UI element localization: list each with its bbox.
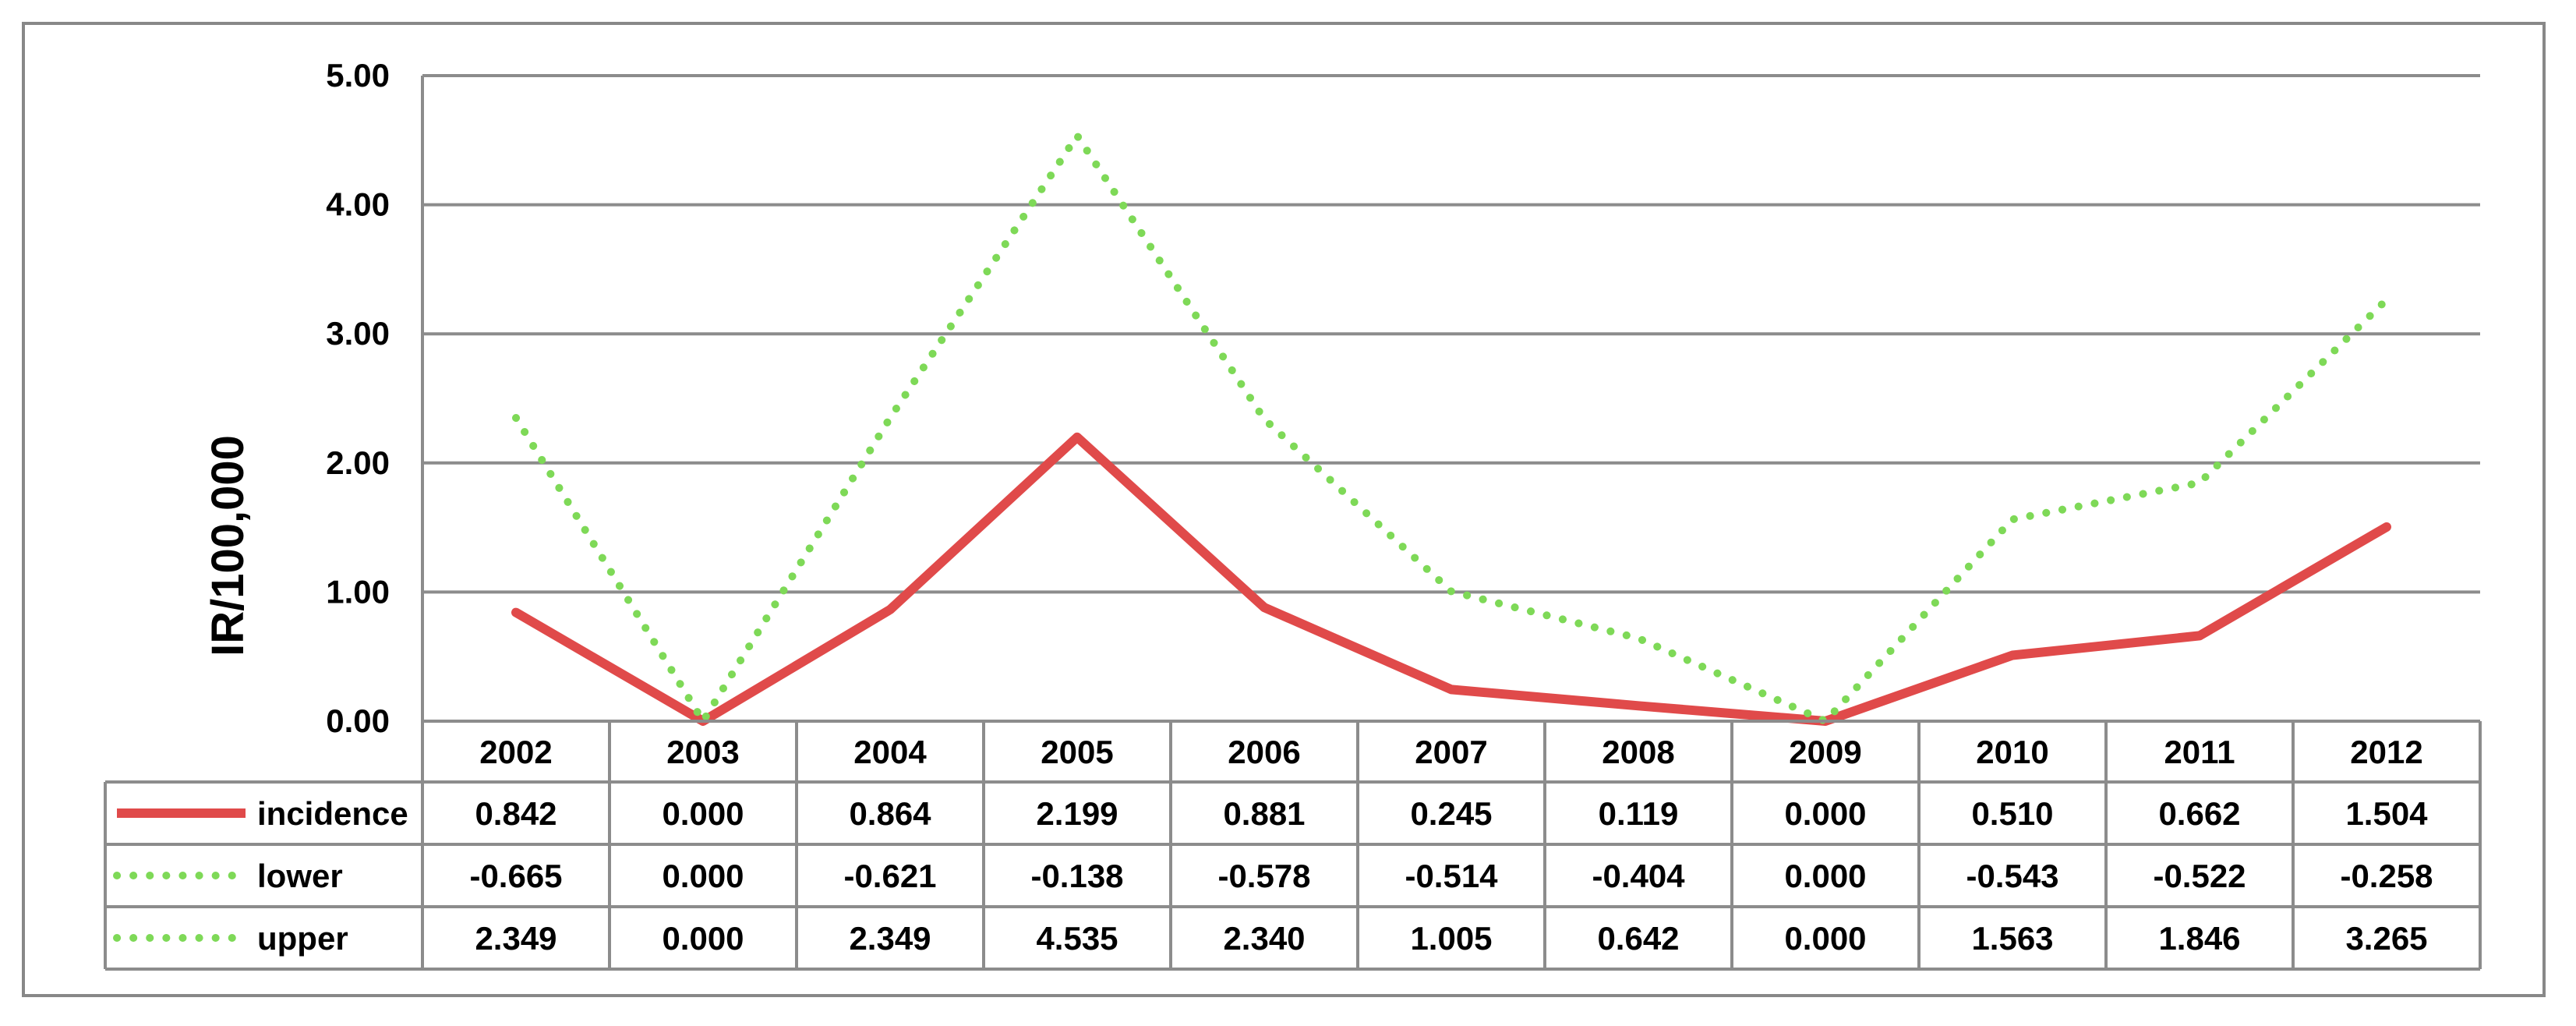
data-label-incidence: 0.662 bbox=[2158, 795, 2240, 832]
data-point-incidence bbox=[2010, 653, 2015, 658]
y-axis-label: IR/100,000 bbox=[203, 435, 253, 656]
y-axis-ticks: 0.00 1.00 2.00 3.00 4.00 5.00 bbox=[326, 57, 390, 739]
x-tick-label: 2004 bbox=[853, 734, 927, 770]
data-label-upper: 1.846 bbox=[2158, 920, 2240, 957]
data-label-incidence: 1.504 bbox=[2345, 795, 2428, 832]
data-label-upper: 2.349 bbox=[475, 920, 557, 957]
table-grid bbox=[104, 720, 2482, 971]
legend-label-lower: lower bbox=[257, 858, 343, 894]
x-tick-label: 2010 bbox=[1976, 734, 2048, 770]
x-tick-label: 2005 bbox=[1041, 734, 1113, 770]
data-point-incidence bbox=[1449, 687, 1454, 692]
data-label-lower: -0.543 bbox=[1966, 858, 2058, 894]
series-line-upper bbox=[512, 132, 2390, 725]
data-point-upper bbox=[2384, 297, 2389, 302]
data-label-incidence: 0.000 bbox=[1784, 795, 1866, 832]
data-point-upper bbox=[888, 416, 892, 420]
x-tick-label: 2006 bbox=[1228, 734, 1300, 770]
data-label-lower: -0.621 bbox=[843, 858, 936, 894]
data-label-lower: 0.000 bbox=[1784, 858, 1866, 894]
data-label-lower: 0.000 bbox=[662, 858, 744, 894]
x-tick-label: 2003 bbox=[666, 734, 739, 770]
legend-label-upper: upper bbox=[257, 920, 348, 957]
data-label-upper: 2.349 bbox=[849, 920, 931, 957]
data-point-incidence bbox=[1075, 435, 1080, 440]
data-label-incidence: 0.510 bbox=[1971, 795, 2053, 832]
data-label-incidence: 2.199 bbox=[1036, 795, 1118, 832]
data-point-upper bbox=[1636, 636, 1641, 641]
x-tick-label: 2002 bbox=[479, 734, 552, 770]
data-point-incidence bbox=[514, 610, 518, 615]
y-tick-label: 3.00 bbox=[326, 315, 390, 352]
data-point-upper bbox=[1449, 589, 1454, 594]
x-tick-label: 2012 bbox=[2350, 734, 2422, 770]
data-label-lower: -0.404 bbox=[1592, 858, 1685, 894]
data-label-lower: -0.514 bbox=[1405, 858, 1498, 894]
data-point-upper bbox=[2197, 480, 2202, 485]
data-point-incidence bbox=[1262, 605, 1267, 610]
data-label-upper: 1.005 bbox=[1410, 920, 1492, 957]
data-label-incidence: 0.864 bbox=[849, 795, 931, 832]
x-tick-label: 2011 bbox=[2164, 734, 2235, 770]
y-tick-label: 4.00 bbox=[326, 186, 390, 223]
data-label-lower: -0.578 bbox=[1217, 858, 1310, 894]
data-label-upper: 0.000 bbox=[662, 920, 744, 957]
data-label-incidence: 0.245 bbox=[1410, 795, 1492, 832]
data-label-incidence: 0.842 bbox=[475, 795, 557, 832]
y-tick-label: 1.00 bbox=[326, 573, 390, 610]
data-label-upper: 3.265 bbox=[2345, 920, 2427, 957]
y-tick-label: 2.00 bbox=[326, 444, 390, 481]
data-point-upper bbox=[514, 416, 518, 420]
data-point-incidence bbox=[2384, 525, 2389, 529]
data-label-incidence: 0.881 bbox=[1223, 795, 1305, 832]
data-label-upper: 4.535 bbox=[1036, 920, 1118, 957]
data-table: 2002 2003 2004 2005 2006 2007 2008 2009 2010 2011… bbox=[104, 720, 2482, 971]
y-tick-label: 5.00 bbox=[326, 57, 390, 94]
data-label-upper: 0.642 bbox=[1597, 920, 1679, 957]
series-layer bbox=[511, 132, 2391, 726]
x-tick-label: 2008 bbox=[1602, 734, 1674, 770]
data-label-upper: 2.340 bbox=[1223, 920, 1305, 957]
y-tick-label: 0.00 bbox=[326, 702, 390, 739]
data-label-lower: -0.138 bbox=[1030, 858, 1123, 894]
data-label-lower: -0.665 bbox=[469, 858, 562, 894]
data-label-upper: 0.000 bbox=[1784, 920, 1866, 957]
legend-label-incidence: incidence bbox=[257, 795, 408, 832]
x-tick-label: 2007 bbox=[1415, 734, 1487, 770]
chart-border bbox=[22, 22, 2546, 997]
data-point-incidence bbox=[2197, 633, 2202, 638]
data-label-upper: 1.563 bbox=[1971, 920, 2053, 957]
data-label-lower: -0.522 bbox=[2153, 858, 2246, 894]
data-label-incidence: 0.000 bbox=[662, 795, 744, 832]
data-point-upper bbox=[2010, 517, 2015, 522]
data-label-lower: -0.258 bbox=[2340, 858, 2433, 894]
x-tick-label: 2009 bbox=[1789, 734, 1861, 770]
series-line-incidence bbox=[511, 432, 2391, 726]
data-point-incidence bbox=[888, 607, 892, 612]
data-point-upper bbox=[1075, 133, 1080, 138]
data-label-incidence: 0.119 bbox=[1599, 795, 1679, 832]
data-point-incidence bbox=[1636, 703, 1641, 708]
data-point-upper bbox=[1262, 416, 1267, 421]
